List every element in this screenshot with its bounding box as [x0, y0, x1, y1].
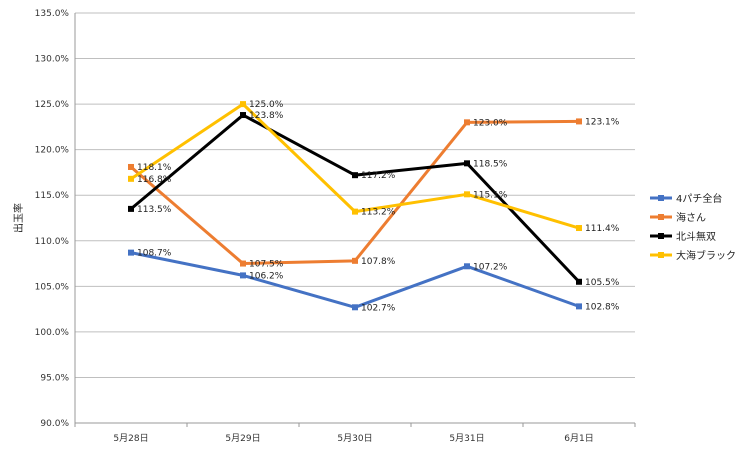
- x-tick-label: 6月1日: [564, 433, 593, 444]
- data-label: 108.7%: [137, 249, 172, 259]
- data-labels: 108.7% 106.2% 102.7% 107.2% 102.8% 118.1% 107.…: [137, 100, 620, 313]
- x-tick-label: 5月31日: [449, 433, 484, 444]
- y-tick-label: 110.0%: [35, 237, 70, 247]
- data-point: [240, 272, 246, 279]
- data-point: [128, 205, 134, 212]
- data-point: [464, 160, 470, 167]
- legend-label: 4パチ全台: [676, 192, 722, 205]
- data-label: 123.0%: [473, 118, 508, 128]
- data-point: [240, 260, 246, 267]
- data-label: 107.2%: [473, 262, 508, 272]
- data-point: [240, 101, 246, 108]
- y-tick-label: 105.0%: [35, 282, 70, 292]
- y-tick-label: 115.0%: [35, 191, 70, 201]
- data-label: 102.8%: [585, 302, 620, 312]
- data-point: [128, 249, 134, 256]
- data-point: [576, 278, 582, 285]
- series-lines: [128, 101, 582, 311]
- y-tick-label: 95.0%: [40, 373, 69, 383]
- data-label: 111.4%: [585, 224, 620, 234]
- data-point: [128, 175, 134, 182]
- y-axis-title: 出玉率: [12, 203, 25, 233]
- data-label: 107.5%: [249, 260, 284, 270]
- data-label: 106.2%: [249, 271, 284, 281]
- gridlines: [74, 12, 635, 424]
- data-label: 116.8%: [137, 175, 172, 185]
- data-point: [352, 257, 358, 264]
- legend-label: 海さん: [676, 211, 706, 224]
- x-tick-label: 5月30日: [337, 433, 372, 444]
- x-axis-ticks: 5月28日 5月29日 5月30日 5月31日 6月1日: [74, 423, 636, 444]
- data-point: [352, 304, 358, 311]
- legend-swatch-marker: [658, 233, 664, 239]
- data-point: [576, 118, 582, 125]
- data-point: [576, 303, 582, 310]
- data-label: 102.7%: [361, 303, 396, 313]
- data-label: 113.5%: [137, 205, 172, 215]
- data-label: 123.1%: [585, 117, 620, 127]
- legend-swatch-marker: [658, 252, 664, 258]
- legend-swatch-marker: [658, 195, 664, 201]
- legend-label: 北斗無双: [676, 230, 716, 243]
- data-label: 118.5%: [473, 159, 508, 169]
- y-tick-label: 135.0%: [35, 9, 70, 19]
- data-label: 125.0%: [249, 100, 284, 110]
- data-label: 123.8%: [249, 111, 284, 121]
- y-tick-label: 120.0%: [35, 146, 70, 156]
- data-point: [352, 208, 358, 215]
- y-tick-label: 90.0%: [40, 419, 69, 429]
- x-tick-label: 5月28日: [113, 433, 148, 444]
- data-point: [352, 172, 358, 179]
- x-tick-label: 5月29日: [225, 433, 260, 444]
- data-point: [464, 263, 470, 270]
- data-label: 118.1%: [137, 163, 172, 173]
- y-tick-label: 125.0%: [35, 100, 70, 110]
- data-point: [240, 112, 246, 119]
- y-axis-ticks: 90.0% 95.0% 100.0% 105.0% 110.0% 115.0% 120.0%…: [35, 9, 70, 429]
- data-point: [464, 119, 470, 126]
- data-point: [464, 191, 470, 198]
- legend-swatch-marker: [658, 214, 664, 220]
- data-label: 117.2%: [361, 171, 396, 181]
- y-tick-label: 100.0%: [35, 328, 70, 338]
- data-point: [128, 163, 134, 170]
- data-label: 113.2%: [361, 208, 396, 218]
- data-label: 105.5%: [585, 278, 620, 288]
- y-tick-label: 130.0%: [35, 55, 70, 65]
- data-label: 115.1%: [473, 190, 508, 200]
- legend-label: 大海ブラック: [676, 249, 736, 262]
- data-label: 107.8%: [361, 257, 396, 267]
- data-point: [576, 225, 582, 232]
